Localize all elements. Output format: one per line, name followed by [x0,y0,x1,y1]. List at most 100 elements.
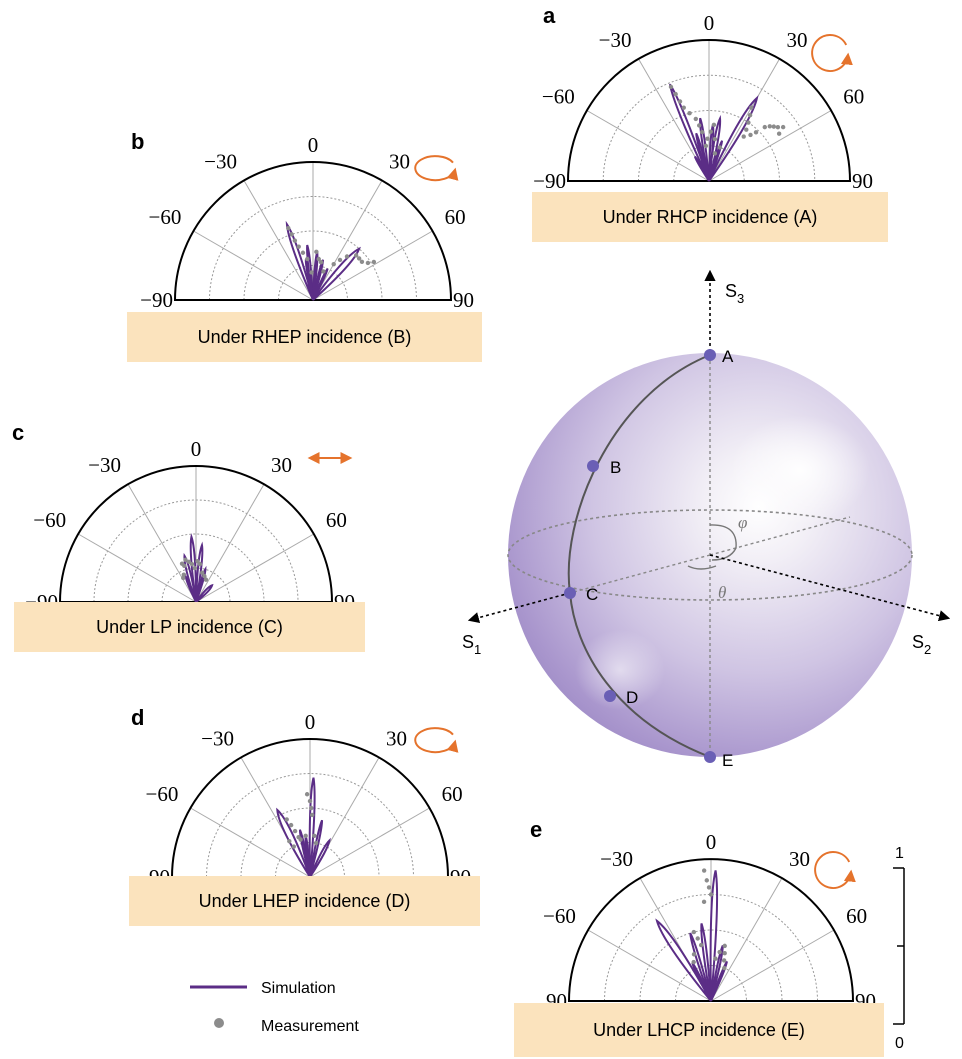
angle-label: −30 [599,28,632,52]
polar-spoke [195,483,265,603]
simulation-lobe [708,95,759,182]
polar-spoke [312,180,383,301]
measurement-point [717,145,723,150]
measurement-point [344,254,350,259]
measurement-point [181,572,187,577]
measurement-point [712,136,718,142]
measurement-point [309,805,314,811]
measurement-point [304,792,310,797]
measurement-point [331,261,336,267]
caption-box [532,192,888,242]
measurement-point [673,91,678,97]
polar-panel-a: −90 −60 −30 0 30 60 90 a Under RHCP incidence (A… [532,3,888,242]
measurement-point [183,557,188,562]
measurement-point [747,113,753,118]
theta-arc [687,565,717,570]
simulation-lobe [689,932,712,1002]
measurement-point [746,120,751,125]
polar-spoke [193,230,314,301]
angle-label: −90 [533,169,566,193]
angle-label: 0 [305,710,316,734]
simulation-lobe [709,870,719,1002]
simulation-lobe [312,259,325,301]
angle-label: 60 [843,85,864,109]
simulation-lobe [312,268,329,301]
polar-panel-b: −90 −60 −30 0 30 60 90 b Under RHEP incidence (B… [127,129,482,362]
simulation-lobe [312,246,361,301]
angle-label: 30 [386,726,407,750]
measurement-point [693,116,699,122]
simulation-lobe [699,117,710,182]
measurement-point [307,798,313,804]
point-a-marker [704,349,716,361]
measurement-point [309,270,314,275]
legend: Simulation Measurement [190,980,359,1035]
simulation-lobe [189,533,197,603]
polar-spoke [312,230,433,301]
angle-label: 30 [789,847,810,871]
measurement-point [722,943,727,949]
legend-measurement-label: Measurement [261,1018,359,1035]
polar-spoke [243,180,314,301]
measurement-point [202,573,207,579]
measurement-point [286,226,291,231]
point-e-marker [704,751,716,763]
measurement-point [701,899,707,905]
angle-label: −60 [543,904,576,928]
sphere-highlight [730,415,870,525]
measurement-point [298,837,303,842]
angle-label: −30 [204,149,237,173]
measurement-point [288,822,294,828]
angle-label: −30 [600,847,633,871]
legend-simulation-label: Simulation [261,980,336,997]
measurement-point [695,936,700,941]
measurement-point [182,563,187,568]
measurement-point [753,130,759,135]
measurement-point [691,929,697,935]
measurement-point [296,244,301,249]
simulation-lobe [276,807,311,878]
measurement-point [321,269,326,274]
simulation-lobe [700,923,712,1002]
angle-label: 60 [442,782,463,806]
polar-ring [209,196,417,301]
point-d-label: D [626,688,638,707]
point-c-marker [564,587,576,599]
caption-box [129,876,480,926]
measurement-point [181,575,186,581]
s2-axis-arrow [709,554,951,622]
measurement-point [677,99,683,104]
measurement-point [687,111,692,116]
radius-phi [709,516,851,556]
measurement-point [359,259,365,264]
measurement-point [748,132,753,138]
measurement-point [197,561,203,567]
measurement-point [356,256,362,261]
polar-frame [567,858,855,1002]
angle-label: −30 [88,453,121,477]
measurement-point [289,232,294,237]
polar-spoke [195,533,315,603]
angle-label: 0 [704,11,715,35]
measurement-point [706,885,712,890]
panel-letter-a: a [543,3,556,28]
measurement-point [703,143,709,149]
s1-axis-arrow [467,592,571,624]
panel-letter-e: e [530,817,542,842]
panel-letter-b: b [131,129,144,154]
polar-panel-c: −90−60−300306090cUnder LP incidence (C) [12,420,365,652]
measurement-point [318,260,324,265]
measurement-point [189,561,195,567]
measurement-point [291,844,297,849]
measurement-point [200,570,205,575]
angle-label: 0 [706,830,717,854]
point-d-marker [604,690,616,702]
measurement-point [708,129,713,134]
polar-spoke [190,807,311,878]
measurement-point [353,253,359,258]
polar-frame [566,39,852,182]
angle-label: 90 [453,288,474,312]
scale-bar-min: 0 [895,1035,904,1052]
scale-bar-max: 1 [895,845,904,862]
